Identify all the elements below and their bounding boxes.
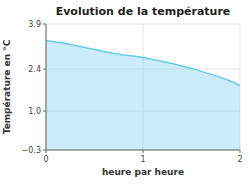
x-tick-label: 2 [237,155,242,164]
y-tick [43,24,46,25]
y-axis-label: Température en °C [2,39,12,134]
chart: −0.3 1.0 2.4 3.9 0 1 2 Evolution de la températ… [0,0,250,188]
axes: −0.3 1.0 2.4 3.9 0 1 2 [22,20,243,164]
x-tick-label: 1 [140,155,145,164]
y-tick-label: 1.0 [28,107,41,116]
y-tick-label: −0.3 [22,146,41,155]
area-fill [46,41,240,151]
y-tick-label: 2.4 [28,65,41,74]
x-axis-label: heure par heure [102,167,184,177]
x-tick [46,150,47,153]
grid-line [46,24,47,150]
y-tick [43,69,46,70]
area-line [46,41,240,86]
plot-area [46,41,240,151]
x-tick-label: 0 [43,155,48,164]
grid [46,24,240,150]
x-tick [143,150,144,153]
chart-container: −0.3 1.0 2.4 3.9 0 1 2 Evolution de la températ… [0,0,250,188]
chart-title: Evolution de la température [56,5,231,18]
y-axis-line [46,24,47,150]
x-tick [240,150,241,153]
y-tick [43,111,46,112]
y-tick-label: 3.9 [28,20,41,29]
